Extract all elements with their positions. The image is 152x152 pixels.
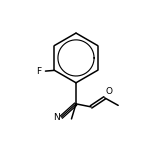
Text: O: O <box>106 87 113 96</box>
Text: F: F <box>36 67 42 76</box>
Text: N: N <box>54 113 60 122</box>
